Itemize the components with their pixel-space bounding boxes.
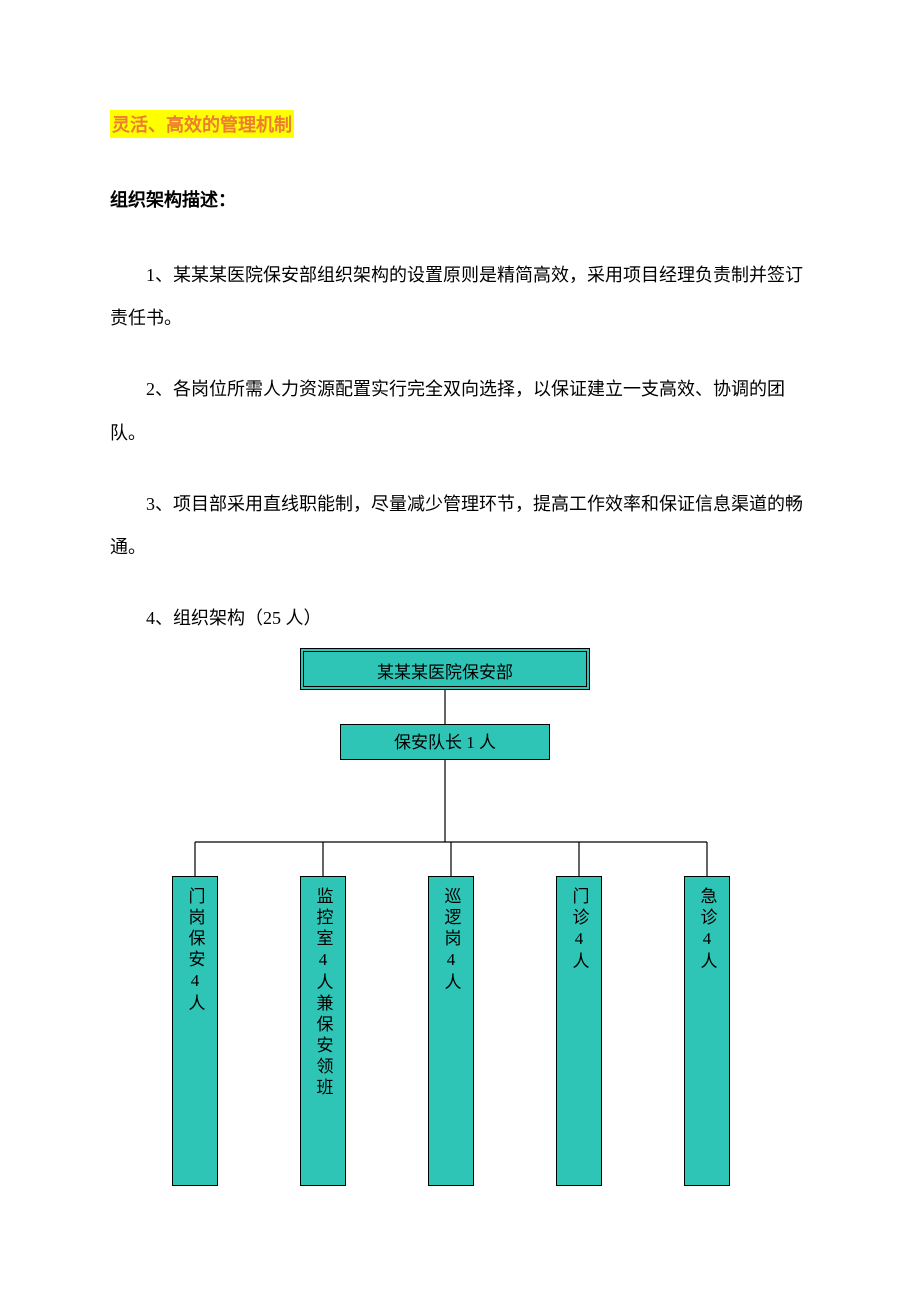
org-node-top: 某某某医院保安部 <box>300 648 590 690</box>
org-node-leaf-0: 门岗保安4人 <box>172 876 218 1186</box>
paragraph-4: 4、组织架构（25 人） <box>110 597 810 640</box>
section-subtitle: 组织架构描述： <box>110 186 810 212</box>
org-node-leaf-3: 门诊4人 <box>556 876 602 1186</box>
org-node-leaf-2: 巡逻岗4人 <box>428 876 474 1186</box>
paragraph-1: 1、某某某医院保安部组织架构的设置原则是精简高效，采用项目经理负责制并签订责任书… <box>110 254 810 340</box>
org-chart: 某某某医院保安部 保安队长 1 人 门岗保安4人 监控室4人兼保安领班 巡逻岗4人 门… <box>110 648 810 1228</box>
org-node-leaf-1: 监控室4人兼保安领班 <box>300 876 346 1186</box>
paragraph-2: 2、各岗位所需人力资源配置实行完全双向选择，以保证建立一支高效、协调的团队。 <box>110 368 810 454</box>
paragraph-3: 3、项目部采用直线职能制，尽量减少管理环节，提高工作效率和保证信息渠道的畅通。 <box>110 483 810 569</box>
org-node-mid: 保安队长 1 人 <box>340 724 550 760</box>
page-title: 灵活、高效的管理机制 <box>110 110 294 138</box>
org-node-leaf-4: 急诊4人 <box>684 876 730 1186</box>
